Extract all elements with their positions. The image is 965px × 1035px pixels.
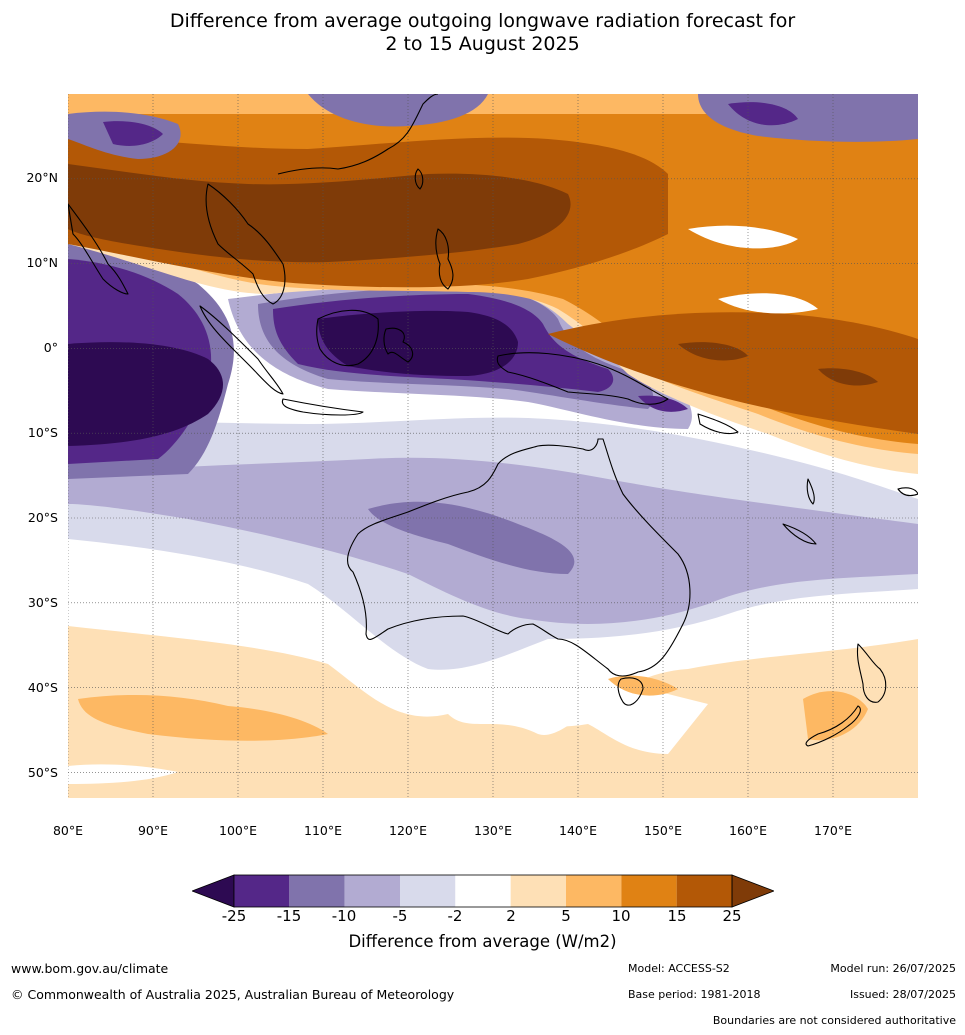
chart-title: Difference from average outgoing longwav… [0, 10, 965, 56]
lon-label-140e: 140°E [558, 823, 598, 838]
lon-label-110e: 110°E [303, 823, 343, 838]
colorbar-segment [234, 875, 290, 907]
lat-label-10n: 10°N [26, 255, 58, 270]
taiwan-coastline [414, 168, 424, 190]
colorbar-label: Difference from average (W/m2) [348, 932, 617, 951]
indochina-coastline [205, 183, 286, 305]
colorbar-border [233, 874, 733, 908]
colorbar-tick: 15 [667, 907, 687, 925]
anomaly-region-south-light-orange [68, 626, 918, 798]
anomaly-region-china-purple [308, 94, 488, 127]
lon-label-160e: 160°E [728, 823, 768, 838]
colorbar-segment [344, 875, 400, 907]
colorbar-segment [676, 875, 732, 907]
footer-issued: Issued: 28/07/2025 [849, 988, 956, 1001]
tasmania-coastline [617, 677, 644, 706]
colorbar-tick: 25 [722, 907, 742, 925]
coastlines [68, 94, 918, 747]
title-line-1: Difference from average outgoing longwav… [169, 10, 796, 32]
anomaly-region-indian-ocean-darkest-purple [68, 342, 223, 446]
anomaly-region-south-white-patch [68, 764, 178, 784]
sulawesi-coastline [383, 327, 414, 363]
olr-anomaly-map [68, 94, 918, 798]
anomaly-region-maritime-darkest-purple [318, 310, 518, 376]
anomaly-region-pacific-darkest-brown [678, 342, 748, 361]
colorbar-segment [566, 875, 622, 907]
colorbar-segment [289, 875, 345, 907]
lon-label-150e: 150°E [643, 823, 683, 838]
lat-label-30s: 30°S [27, 595, 58, 610]
colorbar-tick: -5 [392, 907, 408, 925]
lon-label-100e: 100°E [218, 823, 258, 838]
lon-label-80e: 80°E [52, 823, 84, 838]
footer-base-period: Base period: 1981-2018 [628, 988, 761, 1001]
lat-label-20n: 20°N [26, 170, 58, 185]
colorbar-extension-high [731, 874, 774, 908]
lon-label-120e: 120°E [388, 823, 428, 838]
colorbar-segment [510, 875, 566, 907]
lat-label-50s: 50°S [27, 765, 58, 780]
colorbar-extension-low [192, 874, 235, 908]
anomaly-region-pacific-north-dark-purple [728, 102, 798, 126]
map-gridlines [68, 94, 918, 798]
lat-label-10s: 10°S [27, 425, 58, 440]
lon-label-170e: 170°E [813, 823, 853, 838]
footer-model-run: Model run: 26/07/2025 [830, 962, 956, 975]
footer-copyright: © Commonwealth of Australia 2025, Austra… [11, 987, 455, 1002]
colorbar-tick: -25 [221, 907, 247, 925]
borneo-coastline [316, 309, 379, 367]
colorbar-segment [621, 875, 677, 907]
sumatra-coastline [199, 305, 284, 395]
lat-label-40s: 40°S [27, 680, 58, 695]
colorbar-tick: 5 [561, 907, 571, 925]
australia-coastline [347, 438, 691, 677]
anomaly-region-tibet-dark-purple [103, 121, 163, 146]
colorbar [192, 874, 774, 908]
lon-label-90e: 90°E [137, 823, 169, 838]
anomaly-region-nz-orange [803, 691, 868, 741]
fiji-coastline [897, 487, 918, 497]
anomaly-region-pacific-white-lens-2 [718, 293, 818, 314]
new-zealand-north-coastline [856, 643, 887, 703]
vanuatu-coastline [806, 478, 815, 505]
anomaly-region-purple-streak [368, 501, 575, 574]
title-line-2: 2 to 15 August 2025 [385, 33, 580, 55]
lat-label-20s: 20°S [27, 510, 58, 525]
footer-disclaimer: Boundaries are not considered authoritat… [712, 1014, 956, 1027]
anomaly-region-pacific-brown [548, 312, 918, 434]
india-coastline [68, 203, 129, 295]
china-coastline [277, 94, 439, 175]
colorbar-segment [400, 875, 456, 907]
lat-label-0: 0° [43, 340, 58, 355]
solomon-islands-coastline [697, 413, 739, 435]
new-caledonia-coastline [782, 523, 817, 545]
footer-model: Model: ACCESS-S2 [628, 962, 730, 975]
colorbar-tick: 10 [611, 907, 631, 925]
anomaly-region-pacific-darkest-brown-2 [818, 368, 878, 386]
colorbar-tick: -2 [447, 907, 463, 925]
anomaly-region-pacific-white-lens [688, 225, 798, 249]
anomaly-region-south-medium-orange [78, 694, 328, 741]
lon-label-130e: 130°E [473, 823, 513, 838]
footer-website: www.bom.gov.au/climate [11, 961, 169, 976]
philippines-coastline [435, 228, 454, 290]
colorbar-tick: 2 [506, 907, 516, 925]
colorbar-segment [455, 875, 511, 907]
colorbar-tick: -10 [331, 907, 357, 925]
new-zealand-south-coastline [805, 705, 861, 747]
java-coastline [281, 398, 364, 416]
new-guinea-coastline [496, 352, 669, 405]
colorbar-tick: -15 [276, 907, 302, 925]
